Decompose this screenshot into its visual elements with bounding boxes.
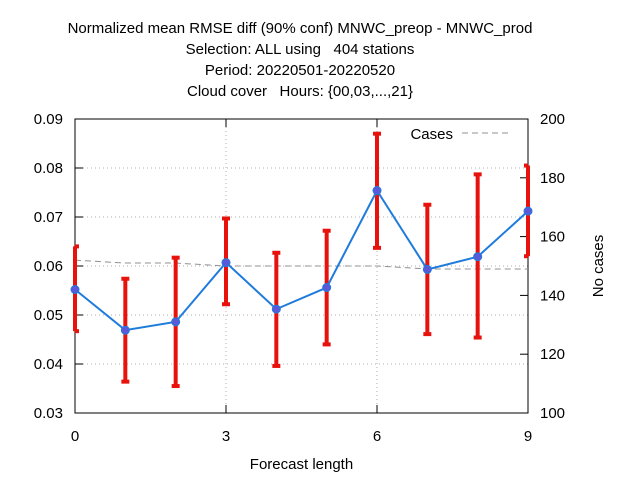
data-point [322,283,332,293]
x-axis-tick-label: 0 [71,428,79,445]
data-point [70,285,80,295]
data-point [473,252,483,262]
chart-title: Normalized mean RMSE diff (90% conf) MNW… [67,20,533,37]
y2-axis-label: No cases [590,235,607,298]
y2-axis-tick-label: 100 [540,405,565,422]
chart-subtitle-parameter: Cloud cover Hours: {00,03,...,21} [187,83,413,100]
y2-axis-tick-label: 140 [540,287,565,304]
data-point [422,264,432,274]
cases-line [74,259,528,270]
y-axis-tick-label: 0.04 [34,356,63,373]
y2-axis-tick-label: 120 [540,346,565,363]
data-point [171,317,181,327]
x-axis-label: Forecast length [250,456,353,473]
series-line [74,188,529,332]
chart-title-block: Normalized mean RMSE diff (90% conf) MNW… [0,18,600,102]
data-point [271,304,281,314]
legend-label-cases: Cases [410,126,453,143]
plot-frame [74,118,529,414]
x-axis-tick-label: 3 [222,428,230,445]
chart-subtitle-period: Period: 20220501-20220520 [204,62,396,79]
y-axis-tick-label: 0.06 [34,258,63,275]
x-axis-tick-label: 9 [524,428,532,445]
y-axis-tick-label: 0.09 [34,111,63,128]
y2-axis-tick-label: 200 [540,111,565,128]
y-axis-tick-label: 0.05 [34,307,63,324]
y2-axis-tick-label: 180 [540,170,565,187]
data-point [523,206,533,216]
y-axis-tick-label: 0.07 [34,209,63,226]
chart-subtitle-selection: Selection: ALL using 404 stations [185,41,415,58]
y2-axis-tick-label: 160 [540,229,565,246]
y-axis-tick-label: 0.03 [34,405,63,422]
data-point [372,186,382,196]
data-point [221,258,231,268]
data-point [120,325,130,335]
y-axis-tick-label: 0.08 [34,160,63,177]
x-axis-tick-label: 6 [373,428,381,445]
